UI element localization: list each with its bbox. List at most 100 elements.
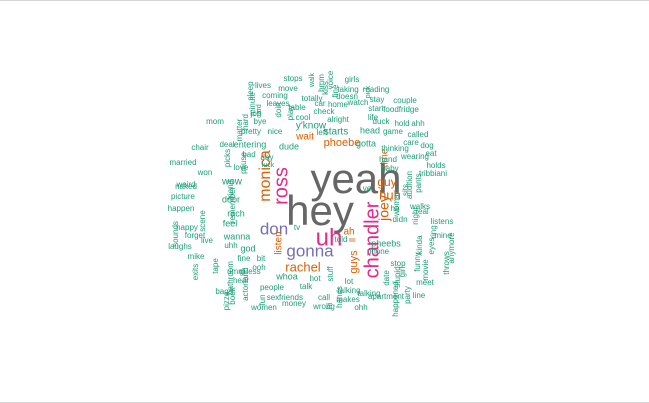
word-rachel: rachel xyxy=(285,259,321,274)
word-sex: sex xyxy=(267,293,279,302)
word-girls: girls xyxy=(345,75,360,84)
word-bad: bad xyxy=(242,150,255,159)
word-told: told xyxy=(335,235,348,244)
word-talk: talk xyxy=(300,282,313,291)
word-lives: lives xyxy=(255,81,271,90)
word-hmm: hmm xyxy=(317,74,326,92)
word-didn: didn xyxy=(392,215,407,224)
word-dog: dog xyxy=(420,141,433,150)
word-whoa: whoa xyxy=(275,271,298,281)
word-stop: stop xyxy=(390,259,406,268)
word-umm: umm xyxy=(227,267,245,276)
word-start: start xyxy=(368,104,384,113)
word-eyes: eyes xyxy=(427,238,436,255)
word-bag: bag xyxy=(215,287,228,296)
word-tape: tape xyxy=(211,258,220,274)
word-doin: doin xyxy=(274,102,283,117)
word-couple: couple xyxy=(393,96,417,105)
word-women: women xyxy=(250,303,277,312)
word-cool: cool xyxy=(296,113,311,122)
word-hi: hi xyxy=(325,303,334,309)
word-walk: walk xyxy=(309,73,316,89)
word-ooh: ooh xyxy=(252,263,265,272)
word-naked: naked xyxy=(175,182,197,191)
word-hands: hands xyxy=(335,286,344,308)
word-book: book xyxy=(228,286,237,304)
word-monica: monica xyxy=(257,150,274,202)
word-wanna: wanna xyxy=(223,231,251,241)
word-wait: wait xyxy=(295,132,314,143)
word-stupid: stupid xyxy=(393,266,402,287)
word-car: car xyxy=(314,99,325,108)
word-life: life xyxy=(368,113,379,122)
word-ross: ross xyxy=(270,167,292,205)
word-woman: woman xyxy=(392,190,401,217)
word-party: party xyxy=(403,286,412,304)
word-real: real xyxy=(415,207,429,216)
word-check: check xyxy=(314,107,336,116)
word-gotta: gotta xyxy=(356,138,376,148)
word-won: won xyxy=(197,168,213,177)
word-throws: throws xyxy=(442,251,451,275)
word-listens: listens xyxy=(431,217,454,226)
word-deal: deal xyxy=(219,140,234,149)
word-stops: stops xyxy=(283,74,302,83)
word-stay: stay xyxy=(370,95,385,104)
word-coming: coming xyxy=(262,91,288,100)
word-ring: ring xyxy=(429,225,438,238)
word-girl: girl xyxy=(398,266,407,277)
word-joey: joey xyxy=(376,195,392,222)
word-pick: pick xyxy=(365,85,372,98)
word-pretty: pretty xyxy=(241,127,261,136)
word-minute: minute xyxy=(248,91,257,116)
word-dude: dude xyxy=(279,141,299,151)
word-talking: talking xyxy=(357,289,380,298)
word-hear: hear xyxy=(233,276,249,285)
word-guys: guys xyxy=(348,250,360,274)
word-foodfridge: foodfridge xyxy=(383,105,419,114)
word-table: table xyxy=(288,103,306,112)
word-mine: mine xyxy=(434,231,452,240)
word-bit: bit xyxy=(257,254,266,263)
word-duck: duck xyxy=(373,117,391,126)
word-baby: baby xyxy=(381,164,398,173)
word-forget: forget xyxy=(185,231,206,240)
word-y-know: y'know xyxy=(296,121,327,132)
word-day: day xyxy=(261,153,274,162)
word-rach: rach xyxy=(227,208,245,218)
word-job: job xyxy=(250,109,262,118)
word-kinda: kinda xyxy=(415,235,424,255)
word-mom: mom xyxy=(206,117,224,126)
word-eat: eat xyxy=(425,149,437,158)
word-ahh: ahh xyxy=(411,119,424,128)
word-money: money xyxy=(282,299,306,308)
word-ha: ha xyxy=(391,204,400,213)
word-starts: starts xyxy=(324,127,348,138)
word-thinking: thinking xyxy=(381,144,409,153)
word-entering: entering xyxy=(234,139,267,149)
word-ve: ve xyxy=(363,184,372,193)
word-alright: alright xyxy=(327,115,350,124)
word-ah: ah xyxy=(343,227,354,238)
word-movie: movie xyxy=(421,259,430,281)
word-wrong: wrong xyxy=(312,302,335,311)
word-land: land xyxy=(241,267,250,282)
word-door: door xyxy=(222,194,240,204)
word-wow: wow xyxy=(221,177,243,188)
word-night: night xyxy=(411,207,420,225)
word-walks: walks xyxy=(409,202,430,211)
word-chandler: chandler xyxy=(361,201,383,278)
word-line: line xyxy=(413,291,426,300)
word-sleep: sleep xyxy=(246,81,255,101)
word-hey: hey xyxy=(286,187,354,234)
word-apartment: apartment xyxy=(368,292,405,301)
word-left: left xyxy=(317,128,328,137)
word-date: date xyxy=(382,270,391,286)
word-happened: happened xyxy=(391,281,400,317)
word-doesn: doesn xyxy=(336,92,358,101)
word-voice: voice xyxy=(326,70,335,89)
word-phoebe: phoebe xyxy=(324,137,361,149)
word-wearing: wearing xyxy=(400,152,429,161)
word-pause: pause xyxy=(239,152,248,174)
